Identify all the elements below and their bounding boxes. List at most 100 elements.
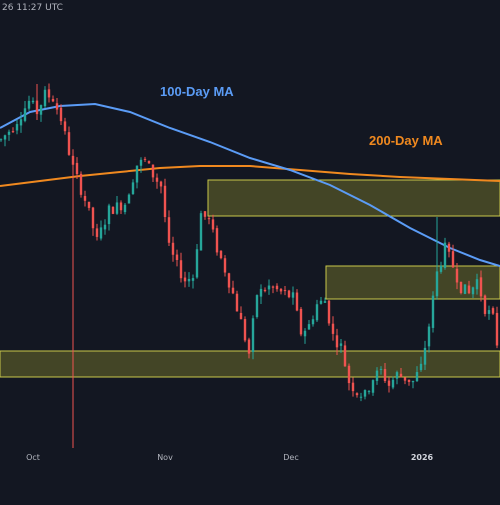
candle-body bbox=[99, 227, 103, 239]
candle-body bbox=[471, 287, 475, 295]
candle-body bbox=[83, 196, 87, 201]
candle-body bbox=[431, 295, 435, 328]
candle-body bbox=[371, 380, 375, 393]
candle-body bbox=[295, 292, 299, 311]
candle-body bbox=[31, 100, 35, 103]
candle-body bbox=[339, 343, 343, 346]
candle-body bbox=[103, 224, 107, 230]
candle-body bbox=[367, 391, 371, 393]
candle-body bbox=[359, 396, 363, 398]
candle-body bbox=[239, 312, 243, 320]
candle-body bbox=[71, 155, 75, 165]
candle-body bbox=[351, 382, 355, 392]
candle-body bbox=[139, 159, 143, 166]
candle-body bbox=[403, 377, 407, 381]
candle-body bbox=[439, 265, 443, 272]
candle-body bbox=[419, 363, 423, 371]
candle-body bbox=[127, 194, 131, 204]
candle-body bbox=[315, 304, 319, 321]
candle-body bbox=[383, 369, 387, 382]
candle-body bbox=[279, 288, 283, 292]
candle-body bbox=[199, 213, 203, 251]
candle-body bbox=[287, 290, 291, 298]
candle-body bbox=[307, 324, 311, 330]
candle-body bbox=[143, 158, 147, 160]
candle-body bbox=[399, 373, 403, 377]
candle-body bbox=[167, 217, 171, 243]
candle-body bbox=[23, 108, 27, 121]
candle-body bbox=[47, 89, 51, 98]
candle-body bbox=[475, 279, 479, 290]
candle-body bbox=[467, 285, 471, 294]
candle-body bbox=[323, 301, 327, 303]
candle-body bbox=[91, 207, 95, 229]
candle-body bbox=[191, 278, 195, 281]
x-tick-label: 2026 bbox=[411, 453, 434, 462]
candle-body bbox=[395, 372, 399, 379]
candle-body bbox=[11, 131, 15, 133]
candle-body bbox=[335, 335, 339, 348]
candle-body bbox=[479, 277, 483, 297]
candle-body bbox=[411, 380, 415, 383]
candle-body bbox=[459, 281, 463, 294]
candle-body bbox=[227, 273, 231, 288]
candle-body bbox=[35, 100, 39, 115]
candle-body bbox=[111, 206, 115, 214]
candle-body bbox=[171, 242, 175, 255]
candle-body bbox=[379, 368, 383, 370]
candle-body bbox=[67, 132, 71, 155]
candle-body bbox=[391, 379, 395, 388]
candle-body bbox=[311, 319, 315, 325]
candle-body bbox=[435, 271, 439, 297]
candle-body bbox=[179, 260, 183, 279]
candle-body bbox=[7, 131, 11, 135]
candle-body bbox=[151, 164, 155, 178]
candle-body bbox=[203, 211, 207, 217]
timestamp: 26 11:27 UTC bbox=[2, 3, 63, 13]
candle-body bbox=[331, 323, 335, 334]
candle-body bbox=[219, 250, 223, 259]
candle-body bbox=[223, 258, 227, 273]
candle-body bbox=[451, 251, 455, 268]
candle-body bbox=[415, 372, 419, 382]
candle-body bbox=[39, 105, 43, 115]
candle-body bbox=[155, 177, 159, 182]
candle-body bbox=[487, 310, 491, 314]
candle-body bbox=[95, 228, 99, 237]
candle-body bbox=[43, 89, 47, 107]
candle-body bbox=[347, 365, 351, 384]
candle-body bbox=[75, 162, 79, 175]
zone-mid-zone bbox=[325, 265, 500, 300]
candle-body bbox=[327, 300, 331, 324]
candle-body bbox=[455, 268, 459, 283]
candle-body bbox=[187, 278, 191, 282]
candle-body bbox=[427, 326, 431, 347]
candle-body bbox=[0, 139, 3, 141]
candle-body bbox=[343, 345, 347, 367]
candle-body bbox=[63, 121, 67, 132]
candle-body bbox=[107, 205, 111, 225]
candle-body bbox=[115, 202, 119, 214]
candle-body bbox=[355, 393, 359, 396]
x-tick-label: Oct bbox=[26, 453, 40, 462]
candle-body bbox=[447, 243, 451, 252]
candle-body bbox=[443, 242, 447, 268]
candle-body bbox=[375, 370, 379, 381]
candle-body bbox=[195, 249, 199, 278]
candle-body bbox=[407, 379, 411, 382]
candle-body bbox=[15, 124, 19, 131]
candle-body bbox=[247, 339, 251, 354]
candle-body bbox=[267, 285, 271, 290]
candle-body bbox=[243, 319, 247, 341]
candle-body bbox=[87, 201, 91, 208]
candle-body bbox=[211, 219, 215, 230]
candle-body bbox=[19, 119, 23, 126]
x-tick-label: Dec bbox=[283, 453, 298, 462]
candle-body bbox=[423, 347, 427, 365]
candle-body bbox=[215, 228, 219, 253]
candle-body bbox=[363, 390, 367, 397]
ma100-label: 100-Day MA bbox=[160, 84, 234, 99]
candle-body bbox=[255, 295, 259, 317]
